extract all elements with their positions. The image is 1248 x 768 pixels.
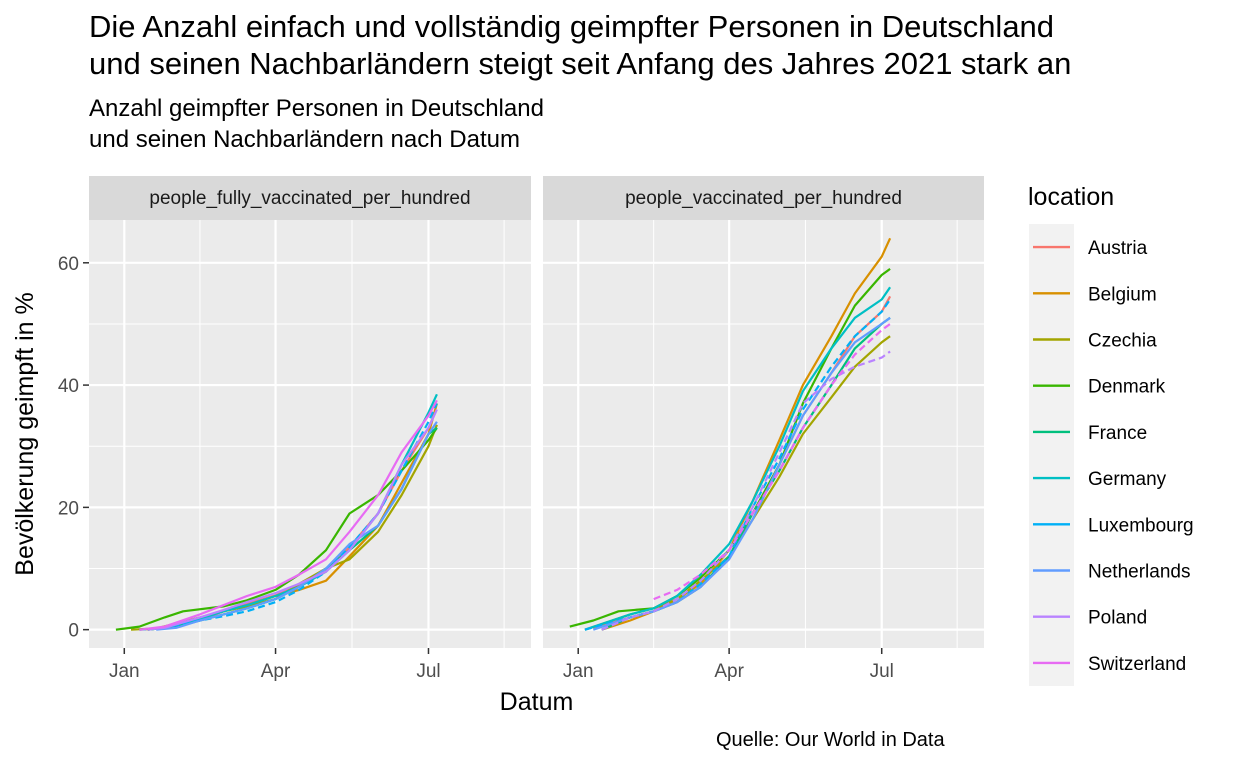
y-axis-title: Bevölkerung geimpft in % xyxy=(11,292,39,575)
legend-label: Poland xyxy=(1088,608,1147,629)
x-tick-label: Apr xyxy=(261,661,291,682)
legend-label: Czechia xyxy=(1088,331,1157,352)
legend-key-background xyxy=(1029,224,1074,686)
chart-title-line: Die Anzahl einfach und vollständig geimp… xyxy=(89,9,1055,44)
y-tick-label: 60 xyxy=(58,254,79,275)
legend-label: Austria xyxy=(1088,238,1148,259)
x-tick-label: Apr xyxy=(714,661,744,682)
legend-label: Germany xyxy=(1088,469,1167,490)
legend-label: France xyxy=(1088,423,1147,444)
x-tick-label: Jul xyxy=(416,661,440,682)
x-tick-label: Jul xyxy=(870,661,894,682)
chart-title-line: und seinen Nachbarländern steigt seit An… xyxy=(89,46,1072,81)
facet-label: people_fully_vaccinated_per_hundred xyxy=(149,188,470,209)
x-tick-label: Jan xyxy=(563,661,594,682)
chart-subtitle: Anzahl geimpfter Personen in Deutschland… xyxy=(89,93,544,155)
chart-title: Die Anzahl einfach und vollständig geimp… xyxy=(89,8,1071,82)
x-tick-label: Jan xyxy=(109,661,140,682)
y-tick-label: 0 xyxy=(68,621,79,642)
chart-subtitle-line: und seinen Nachbarländern nach Datum xyxy=(89,126,520,153)
y-tick-label: 20 xyxy=(58,498,79,519)
chart-subtitle-line: Anzahl geimpfter Personen in Deutschland xyxy=(89,95,544,122)
legend-label: Denmark xyxy=(1088,377,1166,398)
series-line-netherlands xyxy=(156,421,438,631)
legend-label: Belgium xyxy=(1088,284,1157,305)
source-caption: Quelle: Our World in Data xyxy=(716,729,945,751)
facet-strip xyxy=(543,176,984,220)
x-axis-title: Datum xyxy=(500,688,574,716)
series-line-switzerland xyxy=(139,399,438,631)
series-line-germany xyxy=(584,286,892,631)
series-line-poland xyxy=(601,350,891,631)
facet-strip xyxy=(89,176,531,220)
legend-label: Netherlands xyxy=(1088,562,1190,583)
series-line-switzerland xyxy=(653,323,891,601)
facet-label: people_vaccinated_per_hundred xyxy=(625,188,902,209)
series-line-poland xyxy=(147,409,438,631)
legend-label: Luxembourg xyxy=(1088,515,1194,536)
legend-title: location xyxy=(1028,183,1114,211)
legend-label: Switzerland xyxy=(1088,654,1186,675)
panel-background xyxy=(543,220,984,648)
y-tick-label: 40 xyxy=(58,376,79,397)
